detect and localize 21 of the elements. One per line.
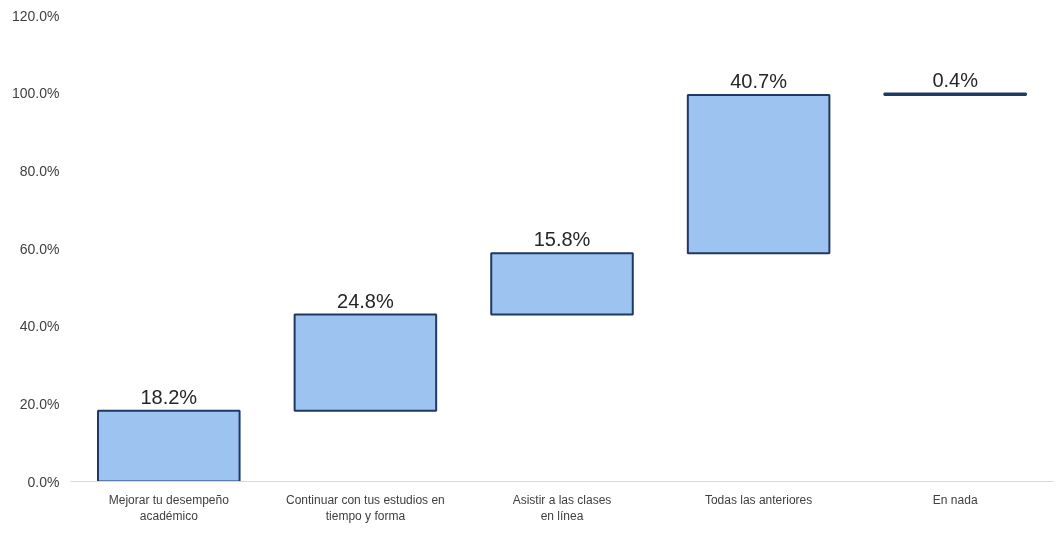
y-tick-label: 0.0% <box>27 473 60 490</box>
x-tick-label: Todas las anteriores <box>704 492 813 507</box>
y-tick-label: 120.0% <box>12 7 60 24</box>
x-tick-label: En nada <box>932 492 978 507</box>
bar <box>293 313 438 412</box>
data-label: 24.8% <box>337 289 394 312</box>
y-tick-label: 80.0% <box>19 162 60 179</box>
y-tick-label: 20.0% <box>19 395 60 412</box>
bar <box>686 94 831 255</box>
x-tick-label: Asistir a las clases en línea <box>512 492 612 524</box>
x-tick-label: Mejorar tu desempeño académico <box>108 492 230 524</box>
data-label: 0.4% <box>932 68 979 91</box>
data-label: 18.2% <box>140 385 198 408</box>
bar <box>490 252 634 316</box>
data-label: 40.7% <box>730 70 788 93</box>
data-label: 15.8% <box>533 228 591 251</box>
bar <box>97 409 241 482</box>
y-tick-label: 100.0% <box>12 85 60 102</box>
y-tick-label: 60.0% <box>19 240 60 257</box>
x-tick-label: Continuar con tus estudios en tiempo y forma <box>286 492 445 524</box>
y-tick-label: 40.0% <box>19 318 60 335</box>
